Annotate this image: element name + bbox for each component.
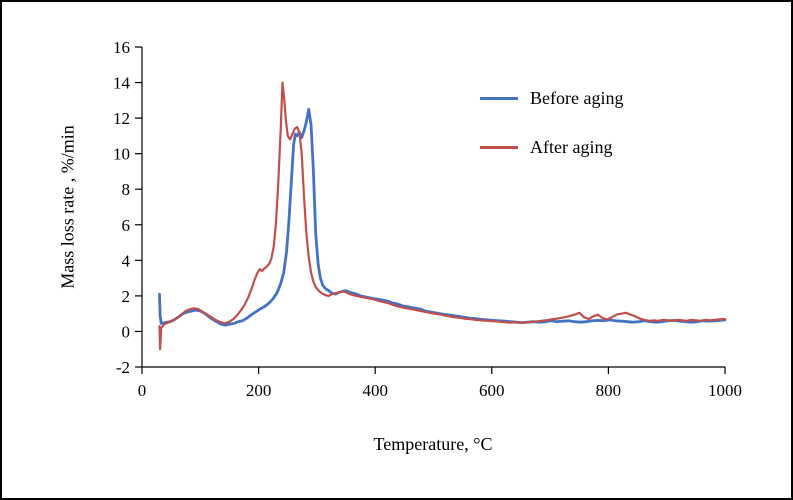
x-tick-label: 600 xyxy=(479,381,505,400)
y-tick-label: 10 xyxy=(113,145,130,164)
y-tick-label: 0 xyxy=(122,322,131,341)
x-tick-label: 400 xyxy=(362,381,388,400)
x-tick-label: 1000 xyxy=(708,381,742,400)
before-aging-line-swatch xyxy=(480,97,518,100)
legend-label-before-aging: Before aging xyxy=(530,88,624,108)
x-tick-label: 0 xyxy=(138,381,147,400)
y-tick-label: 8 xyxy=(122,180,131,199)
y-tick-label: 16 xyxy=(113,38,130,57)
series-after-aging xyxy=(158,81,727,351)
y-tick-label: 2 xyxy=(122,287,131,306)
legend-item-after-aging: After aging xyxy=(480,137,623,158)
after-aging-line-swatch xyxy=(480,146,518,149)
y-tick-label: -2 xyxy=(116,358,130,377)
y-tick-label: 12 xyxy=(113,109,130,128)
y-tick-label: 6 xyxy=(122,216,131,235)
legend-label-after-aging: After aging xyxy=(530,137,613,157)
x-tick-label: 800 xyxy=(596,381,622,400)
x-tick-label: 200 xyxy=(246,381,272,400)
legend-item-before-aging: Before aging xyxy=(480,88,623,109)
y-tick-label: 4 xyxy=(122,251,131,270)
series-before-aging xyxy=(158,107,727,327)
chart-legend: Before aging After aging xyxy=(480,88,623,186)
y-tick-label: 14 xyxy=(113,74,131,93)
y-axis-title: Mass loss rate , %/min xyxy=(57,125,78,289)
x-axis-title: Temperature, °C xyxy=(373,434,493,454)
